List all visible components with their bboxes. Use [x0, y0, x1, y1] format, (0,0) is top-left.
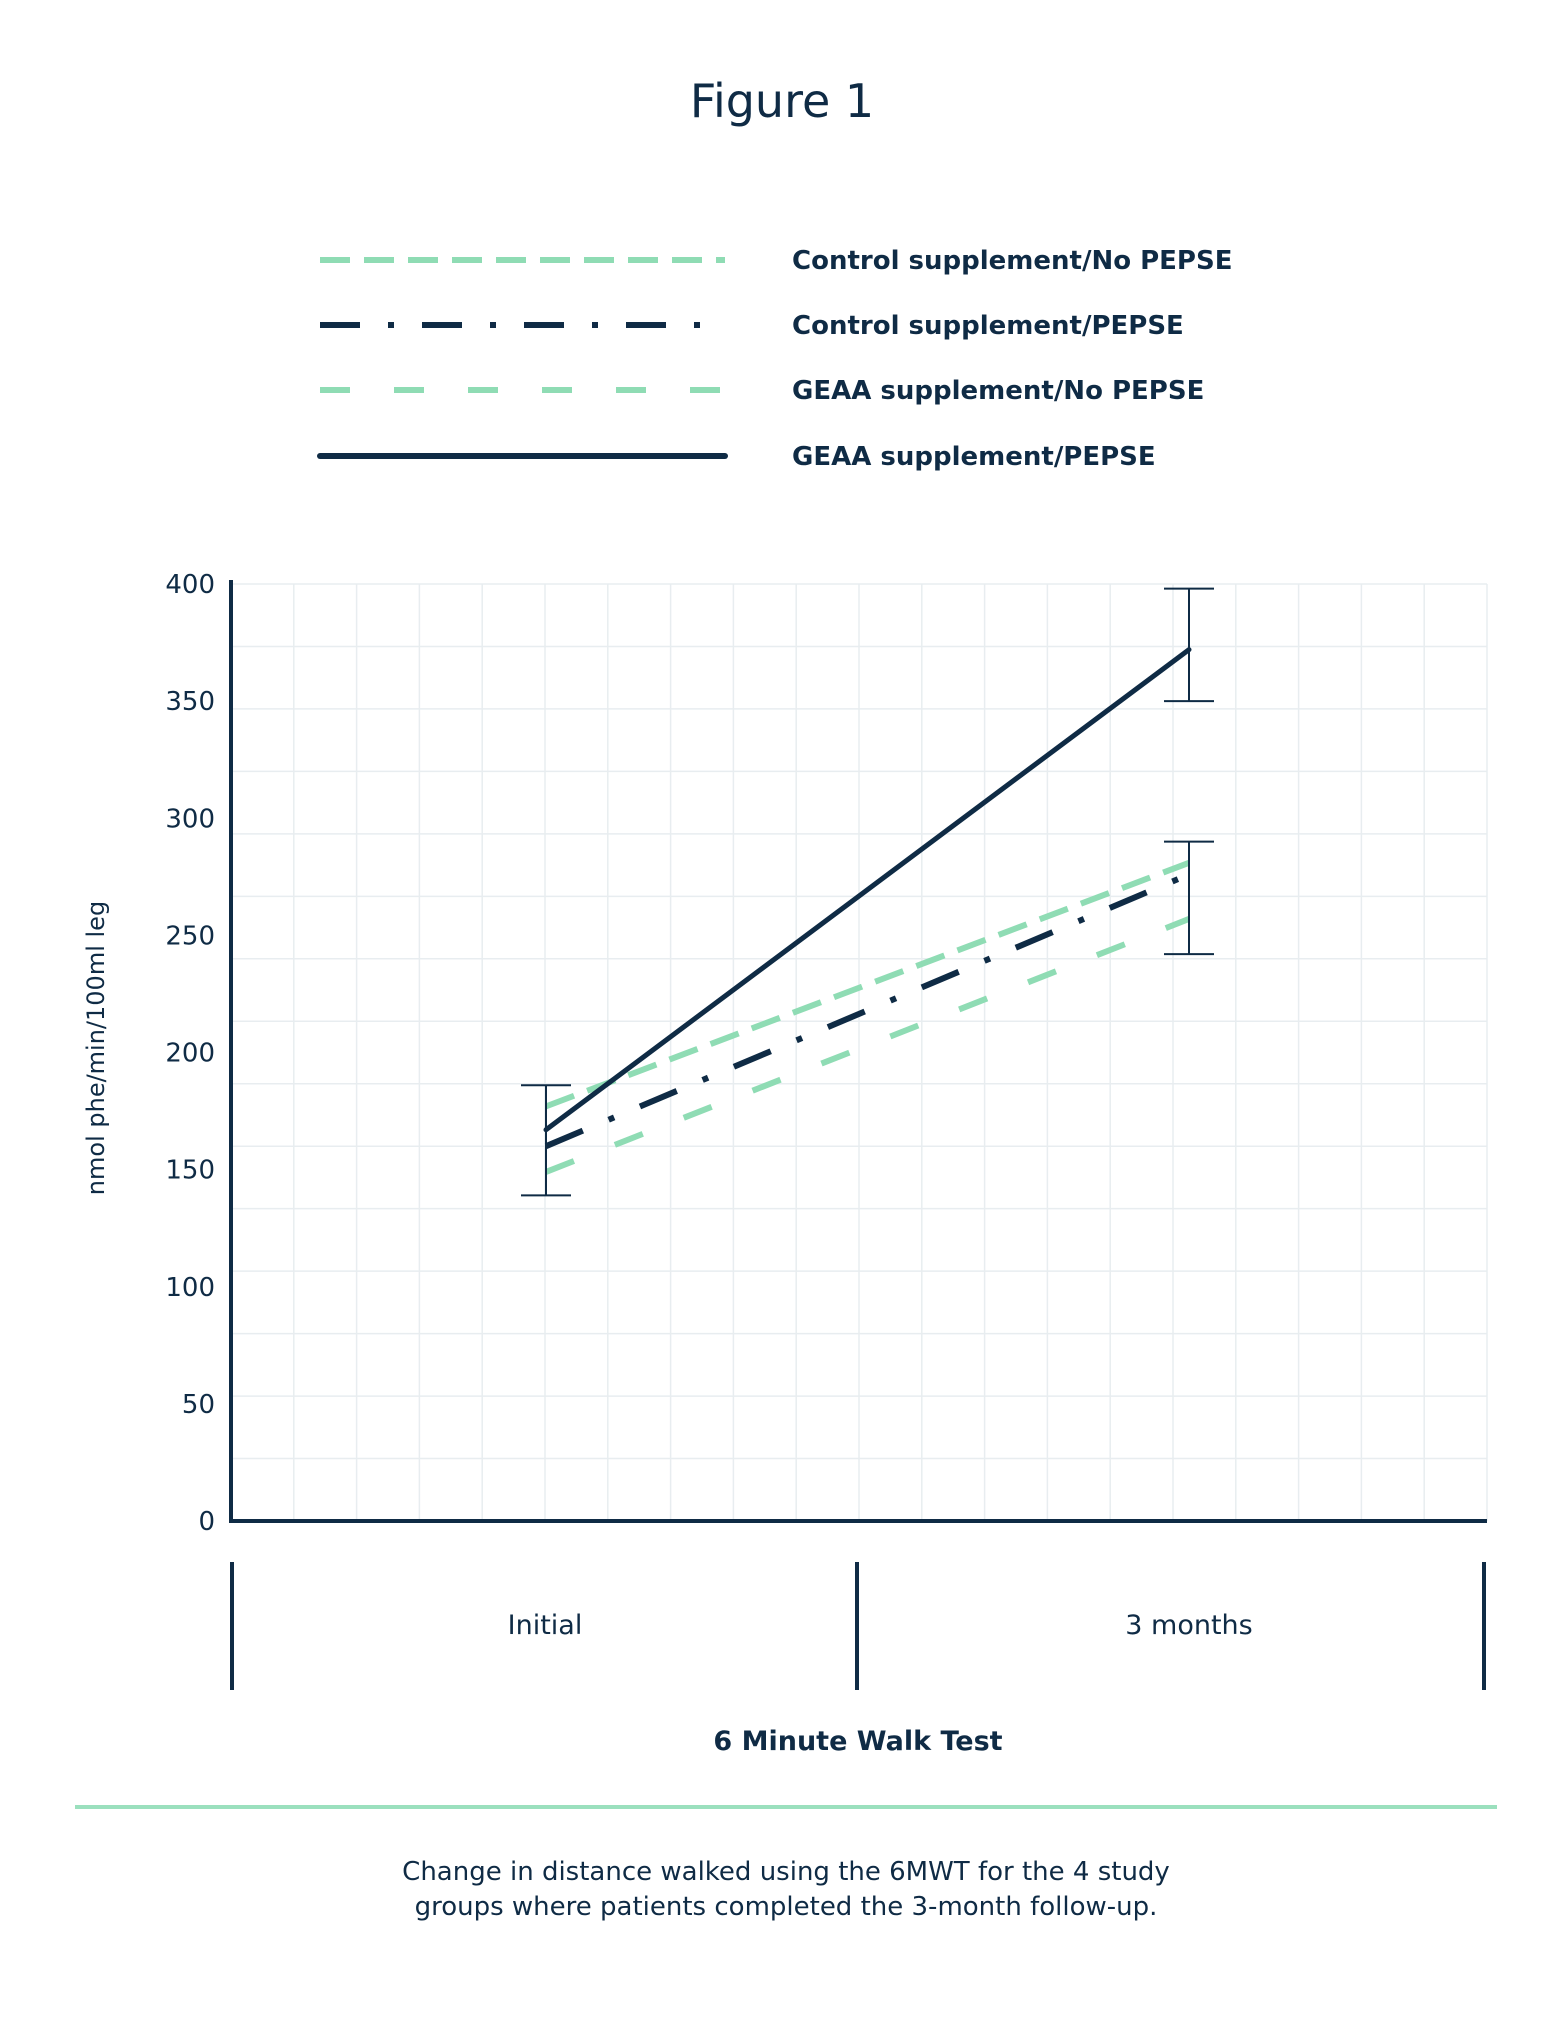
y-axis-title: nmol phe/min/100ml leg [82, 901, 110, 1195]
series-line-3 [544, 916, 1191, 1175]
series-line-2 [544, 871, 1191, 1149]
caption-line-1: Change in distance walked using the 6MWT… [402, 1857, 1170, 1887]
x-axis-title: 6 Minute Walk Test [713, 1726, 1002, 1757]
y-tick-label: 300 [165, 804, 215, 834]
legend: Control supplement/No PEPSE Control suppl… [317, 246, 1232, 472]
grid [231, 583, 1488, 1521]
y-tick-label: 250 [165, 921, 215, 951]
axes [229, 580, 1487, 1523]
legend-label-2: Control supplement/PEPSE [792, 311, 1184, 341]
y-tick-label: 100 [165, 1273, 215, 1303]
category-band: Initial 3 months [230, 1562, 1486, 1690]
y-tick-label: 350 [165, 687, 215, 717]
legend-label-1: Control supplement/No PEPSE [792, 246, 1232, 276]
y-tick-label: 150 [165, 1156, 215, 1186]
caption-line-2: groups where patients completed the 3-mo… [415, 1892, 1158, 1922]
category-label: Initial [508, 1610, 583, 1641]
chart-title: Figure 1 [690, 74, 874, 128]
y-tick-label: 200 [165, 1039, 215, 1069]
y-axis-ticks: 0 50 100 150 200 250 300 350 400 [165, 570, 215, 1537]
category-label: 3 months [1125, 1610, 1252, 1641]
legend-label-3: GEAA supplement/No PEPSE [792, 376, 1204, 406]
y-tick-label: 50 [182, 1390, 215, 1420]
series-line-1 [544, 859, 1191, 1110]
y-tick-label: 0 [198, 1507, 215, 1537]
series-line-4 [543, 647, 1192, 1133]
series-lines [543, 647, 1192, 1175]
y-tick-label: 400 [165, 570, 215, 600]
legend-label-4: GEAA supplement/PEPSE [792, 442, 1156, 472]
error-bars [521, 587, 1214, 1197]
